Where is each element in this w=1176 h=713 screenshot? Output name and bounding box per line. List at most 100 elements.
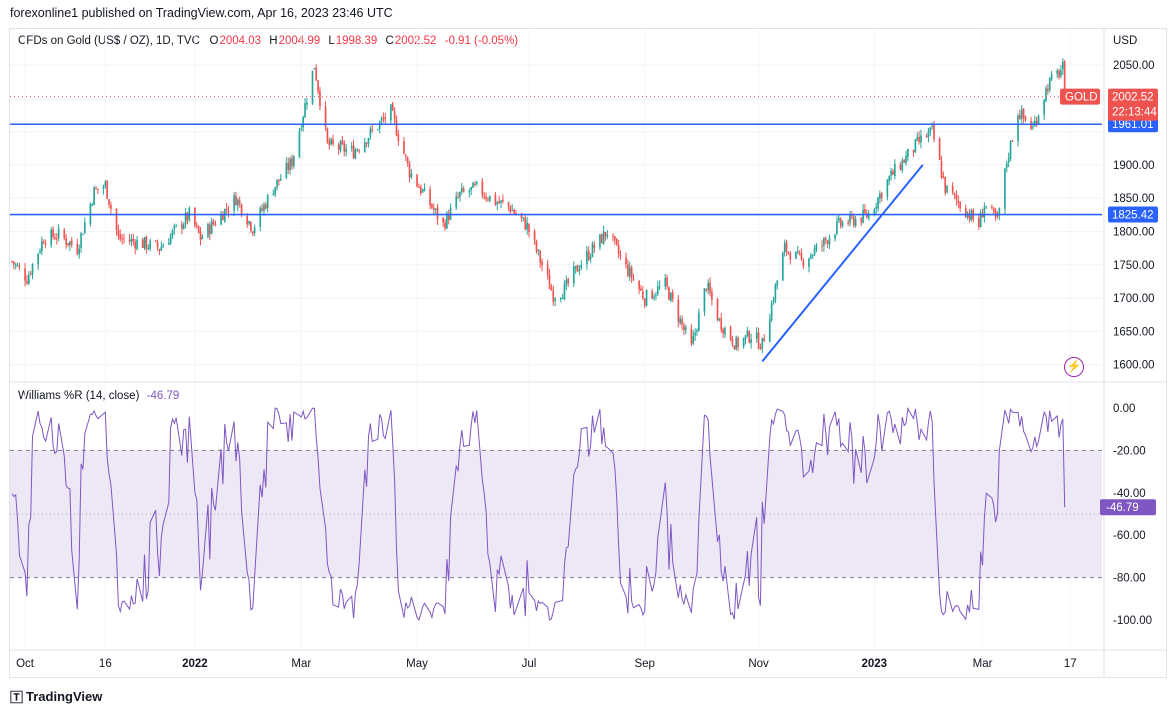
- candle-body: [365, 142, 368, 144]
- candle-body: [944, 176, 947, 193]
- last-price-tag: [1108, 88, 1158, 121]
- candle-body: [655, 295, 657, 297]
- candle-body: [619, 254, 622, 257]
- candle-body: [41, 241, 43, 252]
- candle-body: [836, 221, 838, 235]
- candle-body: [892, 171, 894, 175]
- time-tick-label: Mar: [291, 658, 311, 670]
- candle-body: [718, 318, 721, 320]
- candle-body: [251, 231, 254, 234]
- williams-r-band-fill: [10, 450, 1102, 578]
- candle-body: [65, 238, 67, 245]
- candle-body: [330, 138, 332, 145]
- candle-body: [442, 218, 444, 223]
- candle-body: [985, 206, 988, 208]
- candle-body: [640, 288, 642, 291]
- price-tick-label: 1850.00: [1113, 193, 1155, 205]
- candle-body: [315, 67, 318, 81]
- candle-body: [658, 286, 661, 288]
- candle-body: [78, 248, 81, 255]
- candle-body: [119, 234, 122, 240]
- candle-body: [380, 118, 383, 121]
- candle-body: [593, 244, 596, 249]
- candle-body: [690, 328, 693, 344]
- candle-body: [236, 199, 239, 206]
- williams-r-series: [11, 407, 1066, 621]
- candle-body: [291, 158, 293, 167]
- candle-body: [901, 160, 904, 171]
- candle-body: [160, 246, 163, 251]
- candle-body: [670, 292, 672, 301]
- candle-body: [671, 292, 674, 299]
- candle-body: [332, 139, 334, 144]
- candle-body: [522, 217, 525, 219]
- candle-body: [546, 264, 549, 275]
- candle-body: [278, 179, 280, 182]
- candle-body: [391, 103, 394, 111]
- candle-body: [201, 236, 204, 239]
- williams-r-tick-label: 0.00: [1113, 403, 1135, 415]
- candle-body: [586, 251, 588, 265]
- candle-body: [143, 237, 146, 248]
- candle-body: [746, 330, 749, 337]
- candle-body: [259, 207, 262, 227]
- candle-body: [815, 244, 818, 250]
- candle-body: [1048, 78, 1051, 90]
- candle-body: [285, 162, 288, 178]
- candle-body: [106, 180, 109, 199]
- candle-body: [175, 224, 178, 227]
- tradingview-logo[interactable]: 🅃 TradingView: [10, 687, 102, 706]
- high-label: H: [269, 35, 278, 47]
- candle-body: [983, 206, 986, 218]
- candle-body: [167, 243, 170, 245]
- candle-body: [798, 252, 801, 254]
- candle-body: [541, 261, 543, 266]
- time-tick-label: Oct: [16, 658, 35, 670]
- candle-body: [977, 218, 980, 227]
- candle-body: [839, 218, 842, 226]
- candle-body: [602, 231, 605, 244]
- candle-body: [656, 286, 659, 295]
- candle-body: [69, 241, 71, 246]
- williams-r-tick-label: -60.00: [1113, 530, 1146, 542]
- candle-body: [350, 146, 353, 149]
- candle-body: [82, 234, 84, 236]
- candle-body: [1060, 70, 1062, 77]
- candle-body: [651, 290, 654, 299]
- chart-frame: [9, 28, 1167, 678]
- candle-body: [873, 209, 876, 216]
- candle-body: [899, 164, 902, 170]
- candle-body: [459, 191, 461, 198]
- candle-body: [181, 224, 183, 229]
- candle-body: [1033, 120, 1036, 127]
- candle-body: [589, 256, 592, 260]
- candle-body: [692, 335, 695, 344]
- candle-body: [108, 199, 110, 205]
- time-tick-label: 2023: [861, 658, 887, 670]
- high-value: 2004.99: [278, 35, 321, 47]
- candle-body: [42, 241, 45, 244]
- candle-body: [933, 124, 935, 140]
- candle-body: [292, 155, 295, 167]
- candle-body: [162, 245, 165, 248]
- candle-body: [220, 213, 222, 225]
- candle-body: [339, 141, 342, 151]
- candle-body: [755, 332, 758, 339]
- candle-body: [772, 300, 775, 303]
- candle-body: [927, 131, 930, 138]
- candle-body: [578, 269, 581, 271]
- candle-body: [520, 213, 523, 219]
- williams-r-tick-label: -40.00: [1113, 488, 1146, 500]
- candle-body: [744, 335, 747, 340]
- flash-icon[interactable]: ⚡: [1064, 357, 1084, 377]
- candle-body: [54, 237, 56, 240]
- williams-r-tick-label: -80.00: [1113, 573, 1146, 585]
- candle-body: [197, 225, 200, 233]
- candle-body: [1056, 70, 1059, 74]
- candle-body: [326, 128, 329, 142]
- candle-body: [31, 264, 34, 275]
- candle-body: [384, 117, 387, 120]
- candle-body: [893, 164, 896, 177]
- candle-body: [643, 298, 646, 306]
